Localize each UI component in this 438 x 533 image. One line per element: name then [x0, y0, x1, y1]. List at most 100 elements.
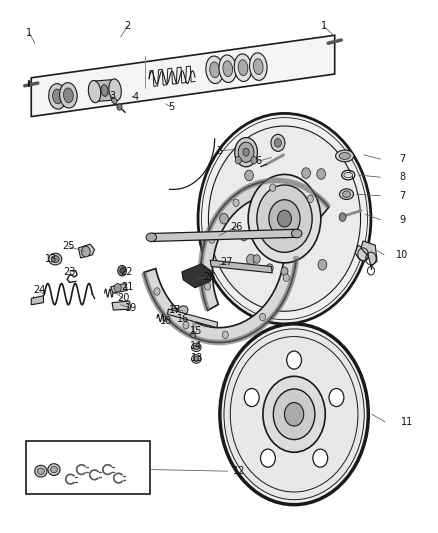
- Polygon shape: [201, 180, 329, 310]
- Ellipse shape: [339, 189, 353, 199]
- Text: 25: 25: [62, 241, 74, 251]
- Ellipse shape: [194, 345, 199, 350]
- Circle shape: [205, 282, 211, 290]
- Polygon shape: [144, 255, 297, 343]
- Text: 15: 15: [190, 326, 202, 336]
- Circle shape: [253, 255, 260, 263]
- Circle shape: [244, 389, 259, 407]
- Circle shape: [240, 232, 247, 241]
- Circle shape: [224, 329, 364, 500]
- Text: 13: 13: [45, 254, 57, 263]
- Ellipse shape: [49, 253, 62, 265]
- Ellipse shape: [88, 80, 101, 103]
- Polygon shape: [112, 301, 131, 310]
- Circle shape: [266, 264, 273, 272]
- Ellipse shape: [234, 54, 252, 82]
- Text: 3: 3: [216, 146, 222, 156]
- Circle shape: [318, 260, 327, 270]
- Polygon shape: [31, 296, 43, 305]
- Circle shape: [261, 449, 276, 467]
- Circle shape: [317, 168, 325, 179]
- Ellipse shape: [336, 150, 354, 162]
- Text: 6: 6: [255, 156, 261, 166]
- Circle shape: [235, 157, 241, 164]
- Ellipse shape: [343, 191, 350, 197]
- Circle shape: [220, 324, 368, 505]
- Ellipse shape: [53, 89, 62, 104]
- Ellipse shape: [64, 88, 73, 103]
- Text: 23: 23: [64, 267, 76, 277]
- Circle shape: [247, 254, 255, 265]
- Circle shape: [209, 236, 215, 243]
- Ellipse shape: [344, 172, 353, 177]
- Circle shape: [191, 332, 196, 338]
- Polygon shape: [355, 245, 370, 262]
- Polygon shape: [78, 244, 95, 258]
- Circle shape: [269, 200, 300, 238]
- Ellipse shape: [169, 309, 177, 315]
- Ellipse shape: [339, 152, 350, 159]
- Circle shape: [281, 267, 288, 276]
- Ellipse shape: [146, 233, 156, 241]
- Text: 18: 18: [159, 316, 172, 326]
- Circle shape: [222, 331, 228, 338]
- Text: 16: 16: [177, 313, 189, 324]
- Circle shape: [183, 321, 189, 329]
- Text: 24: 24: [33, 286, 45, 295]
- Ellipse shape: [35, 465, 47, 477]
- Text: 21: 21: [121, 282, 134, 292]
- Text: 9: 9: [399, 215, 406, 225]
- Circle shape: [275, 139, 282, 147]
- Circle shape: [120, 268, 124, 273]
- Circle shape: [248, 174, 321, 263]
- Text: 14: 14: [190, 341, 202, 351]
- Ellipse shape: [194, 357, 199, 361]
- Text: 2: 2: [124, 21, 131, 31]
- Text: 8: 8: [399, 172, 406, 182]
- Polygon shape: [167, 309, 218, 328]
- Circle shape: [208, 126, 360, 311]
- Ellipse shape: [191, 343, 201, 352]
- Circle shape: [302, 168, 311, 179]
- Text: 10: 10: [396, 250, 409, 260]
- Ellipse shape: [254, 59, 263, 75]
- Circle shape: [251, 157, 257, 164]
- Ellipse shape: [48, 464, 60, 475]
- Circle shape: [219, 213, 228, 224]
- Ellipse shape: [37, 468, 44, 474]
- Ellipse shape: [109, 79, 121, 101]
- Circle shape: [260, 313, 265, 321]
- Circle shape: [284, 402, 304, 426]
- Ellipse shape: [291, 229, 302, 238]
- Text: 19: 19: [125, 303, 137, 313]
- Text: 26: 26: [230, 222, 243, 232]
- Ellipse shape: [51, 256, 59, 263]
- Circle shape: [307, 195, 314, 203]
- Ellipse shape: [238, 60, 248, 76]
- Polygon shape: [149, 229, 298, 241]
- Text: 1: 1: [26, 28, 32, 38]
- Ellipse shape: [112, 98, 117, 104]
- Circle shape: [283, 274, 290, 281]
- Text: 4: 4: [133, 92, 139, 102]
- Ellipse shape: [250, 53, 267, 80]
- Text: 13: 13: [191, 353, 203, 363]
- Circle shape: [233, 199, 239, 206]
- Polygon shape: [182, 264, 212, 288]
- Text: 11: 11: [401, 417, 413, 427]
- Circle shape: [263, 376, 325, 452]
- Circle shape: [278, 210, 291, 227]
- Text: 17: 17: [169, 305, 181, 315]
- Circle shape: [257, 185, 312, 252]
- Polygon shape: [111, 284, 127, 293]
- Text: 22: 22: [120, 267, 133, 277]
- Circle shape: [339, 213, 346, 221]
- Circle shape: [198, 114, 371, 324]
- Text: 12: 12: [233, 466, 245, 476]
- Circle shape: [273, 389, 315, 440]
- Ellipse shape: [238, 142, 254, 163]
- Polygon shape: [92, 79, 117, 102]
- Text: 1: 1: [321, 21, 327, 31]
- Text: 27: 27: [221, 257, 233, 267]
- Text: 20: 20: [117, 293, 129, 303]
